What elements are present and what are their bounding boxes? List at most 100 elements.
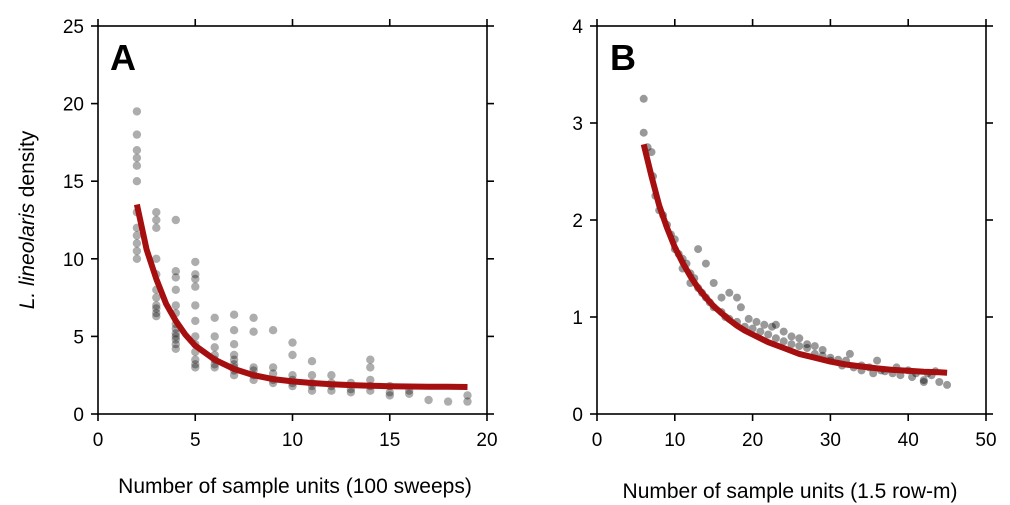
panel-a-x-tick-label: 15	[379, 430, 400, 451]
panel-b-points	[639, 94, 952, 389]
panel-a-data-point	[152, 215, 161, 225]
panel-a-data-point	[191, 257, 200, 267]
panel-a-data-point	[191, 274, 200, 284]
panel-b-data-point	[771, 320, 780, 329]
panel-b-data-point	[639, 94, 648, 103]
panel-b-data-point	[935, 378, 944, 386]
panel-b-data-point	[818, 346, 827, 354]
panel-a-data-point	[132, 254, 142, 263]
panel-a-data-point	[307, 371, 317, 380]
panel-a-data-point	[463, 391, 472, 400]
panel-a: 0 5 10 15 20 0 5 10 15 20 25 A Number of sample un…	[16, 17, 498, 498]
panel-a-x-tick-label: 10	[282, 430, 303, 451]
panel-a-data-point	[288, 350, 297, 360]
panel-a-data-point	[229, 340, 239, 349]
panel-a-data-point	[229, 350, 239, 360]
panel-b-plot-frame	[596, 25, 987, 415]
panel-a-data-point	[171, 335, 180, 344]
panel-b-data-point	[787, 340, 796, 349]
y-axis-title-quantity: density	[16, 130, 39, 203]
panel-b-x-tick-label: 0	[592, 430, 603, 451]
panel-b-data-point	[771, 334, 780, 343]
panel-a-data-point	[210, 332, 219, 341]
panel-a-data-point	[132, 246, 142, 256]
panel-a-data-point	[229, 326, 239, 335]
panel-b-data-point	[908, 373, 917, 382]
panel-a-y-tick-label: 15	[63, 172, 84, 193]
panel-a-data-point	[171, 344, 180, 353]
panel-a-label: A	[110, 37, 136, 78]
panel-a-data-point	[288, 371, 297, 380]
panel-a-data-point	[191, 301, 200, 310]
panel-a-y-tick-label: 10	[63, 250, 84, 271]
panel-b-data-point	[768, 322, 776, 331]
panel-a-y-tick-label: 5	[73, 327, 84, 348]
panel-a-data-point	[443, 397, 453, 406]
panel-a-data-point	[268, 363, 278, 372]
panel-b-data-point	[752, 317, 761, 326]
panel-b-label: B	[610, 37, 636, 78]
panel-a-data-point	[191, 360, 200, 369]
panel-b-data-point	[873, 356, 882, 365]
panel-b-data-point	[779, 337, 788, 346]
panel-a-data-point	[171, 332, 180, 341]
panel-a-data-point	[191, 355, 200, 364]
panel-a-x-axis-title: Number of sample units (100 sweeps)	[118, 475, 472, 498]
panel-a-data-point	[171, 215, 180, 225]
panel-a-data-point	[327, 371, 336, 380]
panel-a-data-point	[366, 363, 375, 372]
panel-b-y-tick-label: 3	[572, 114, 583, 135]
panel-a-data-point	[385, 391, 394, 400]
panel-b-x-tick-label: 20	[742, 430, 763, 451]
panel-b-data-point	[733, 293, 741, 302]
panel-a-data-point	[132, 231, 142, 240]
panel-b-data-point	[647, 148, 656, 157]
panel-b-ticks: 0 10 20 30 40 50 0 1 2 3 4	[572, 17, 996, 451]
panel-a-data-point	[191, 316, 200, 326]
panel-b-y-tick-label: 0	[572, 405, 583, 426]
panel-a-x-tick-label: 0	[93, 430, 104, 451]
panel-a-data-point	[327, 386, 336, 395]
panel-a-data-point	[132, 153, 142, 163]
panel-a-data-point	[171, 273, 180, 282]
panel-b-x-axis-title: Number of sample units (1.5 row-m)	[623, 480, 958, 503]
panel-a-data-point	[132, 130, 142, 139]
panel-a-data-point	[210, 313, 219, 322]
panel-a-data-point	[229, 310, 239, 319]
y-axis-title: L. lineolaris density	[16, 130, 39, 309]
panel-a-data-point	[132, 107, 142, 116]
panel-a-data-point	[268, 326, 278, 335]
panel-b-x-tick-label: 40	[898, 430, 919, 451]
panel-a-data-point	[171, 267, 180, 276]
panel-a-data-point	[152, 223, 161, 232]
panel-a-x-tick-label: 20	[476, 430, 497, 451]
panel-b-data-point	[919, 376, 928, 385]
panel-a-data-point	[385, 388, 394, 397]
panel-a-data-point	[463, 397, 472, 406]
panel-a-data-point	[132, 239, 142, 248]
panel-b-data-point	[943, 380, 952, 389]
panel-a-data-point	[249, 363, 258, 372]
panel-a-data-point	[132, 161, 142, 170]
panel-a-data-point	[307, 386, 317, 395]
panel-a-data-point	[152, 254, 161, 263]
panel-a-x-tick-label: 5	[190, 430, 201, 451]
panel-a-data-point	[152, 293, 161, 302]
panel-b-y-tick-label: 4	[572, 17, 583, 38]
panel-a-fit-line	[133, 203, 468, 390]
panel-a-data-point	[366, 375, 375, 385]
panel-a-ticks: 0 5 10 15 20 0 5 10 15 20 25	[63, 17, 498, 451]
panel-b-data-point	[760, 320, 769, 329]
panel-a-data-point	[191, 270, 200, 279]
panel-b-data-point	[803, 344, 812, 352]
panel-a-data-point	[152, 304, 161, 313]
panel-a-data-point	[210, 363, 219, 372]
panel-b-data-point	[756, 327, 765, 336]
panel-a-data-point	[210, 343, 219, 352]
panel-b-data-point	[869, 369, 878, 378]
panel-b-data-point	[709, 279, 718, 287]
panel-b-data-point	[795, 334, 804, 343]
panel-b-data-point	[845, 349, 854, 358]
panel-a-data-point	[249, 327, 258, 336]
